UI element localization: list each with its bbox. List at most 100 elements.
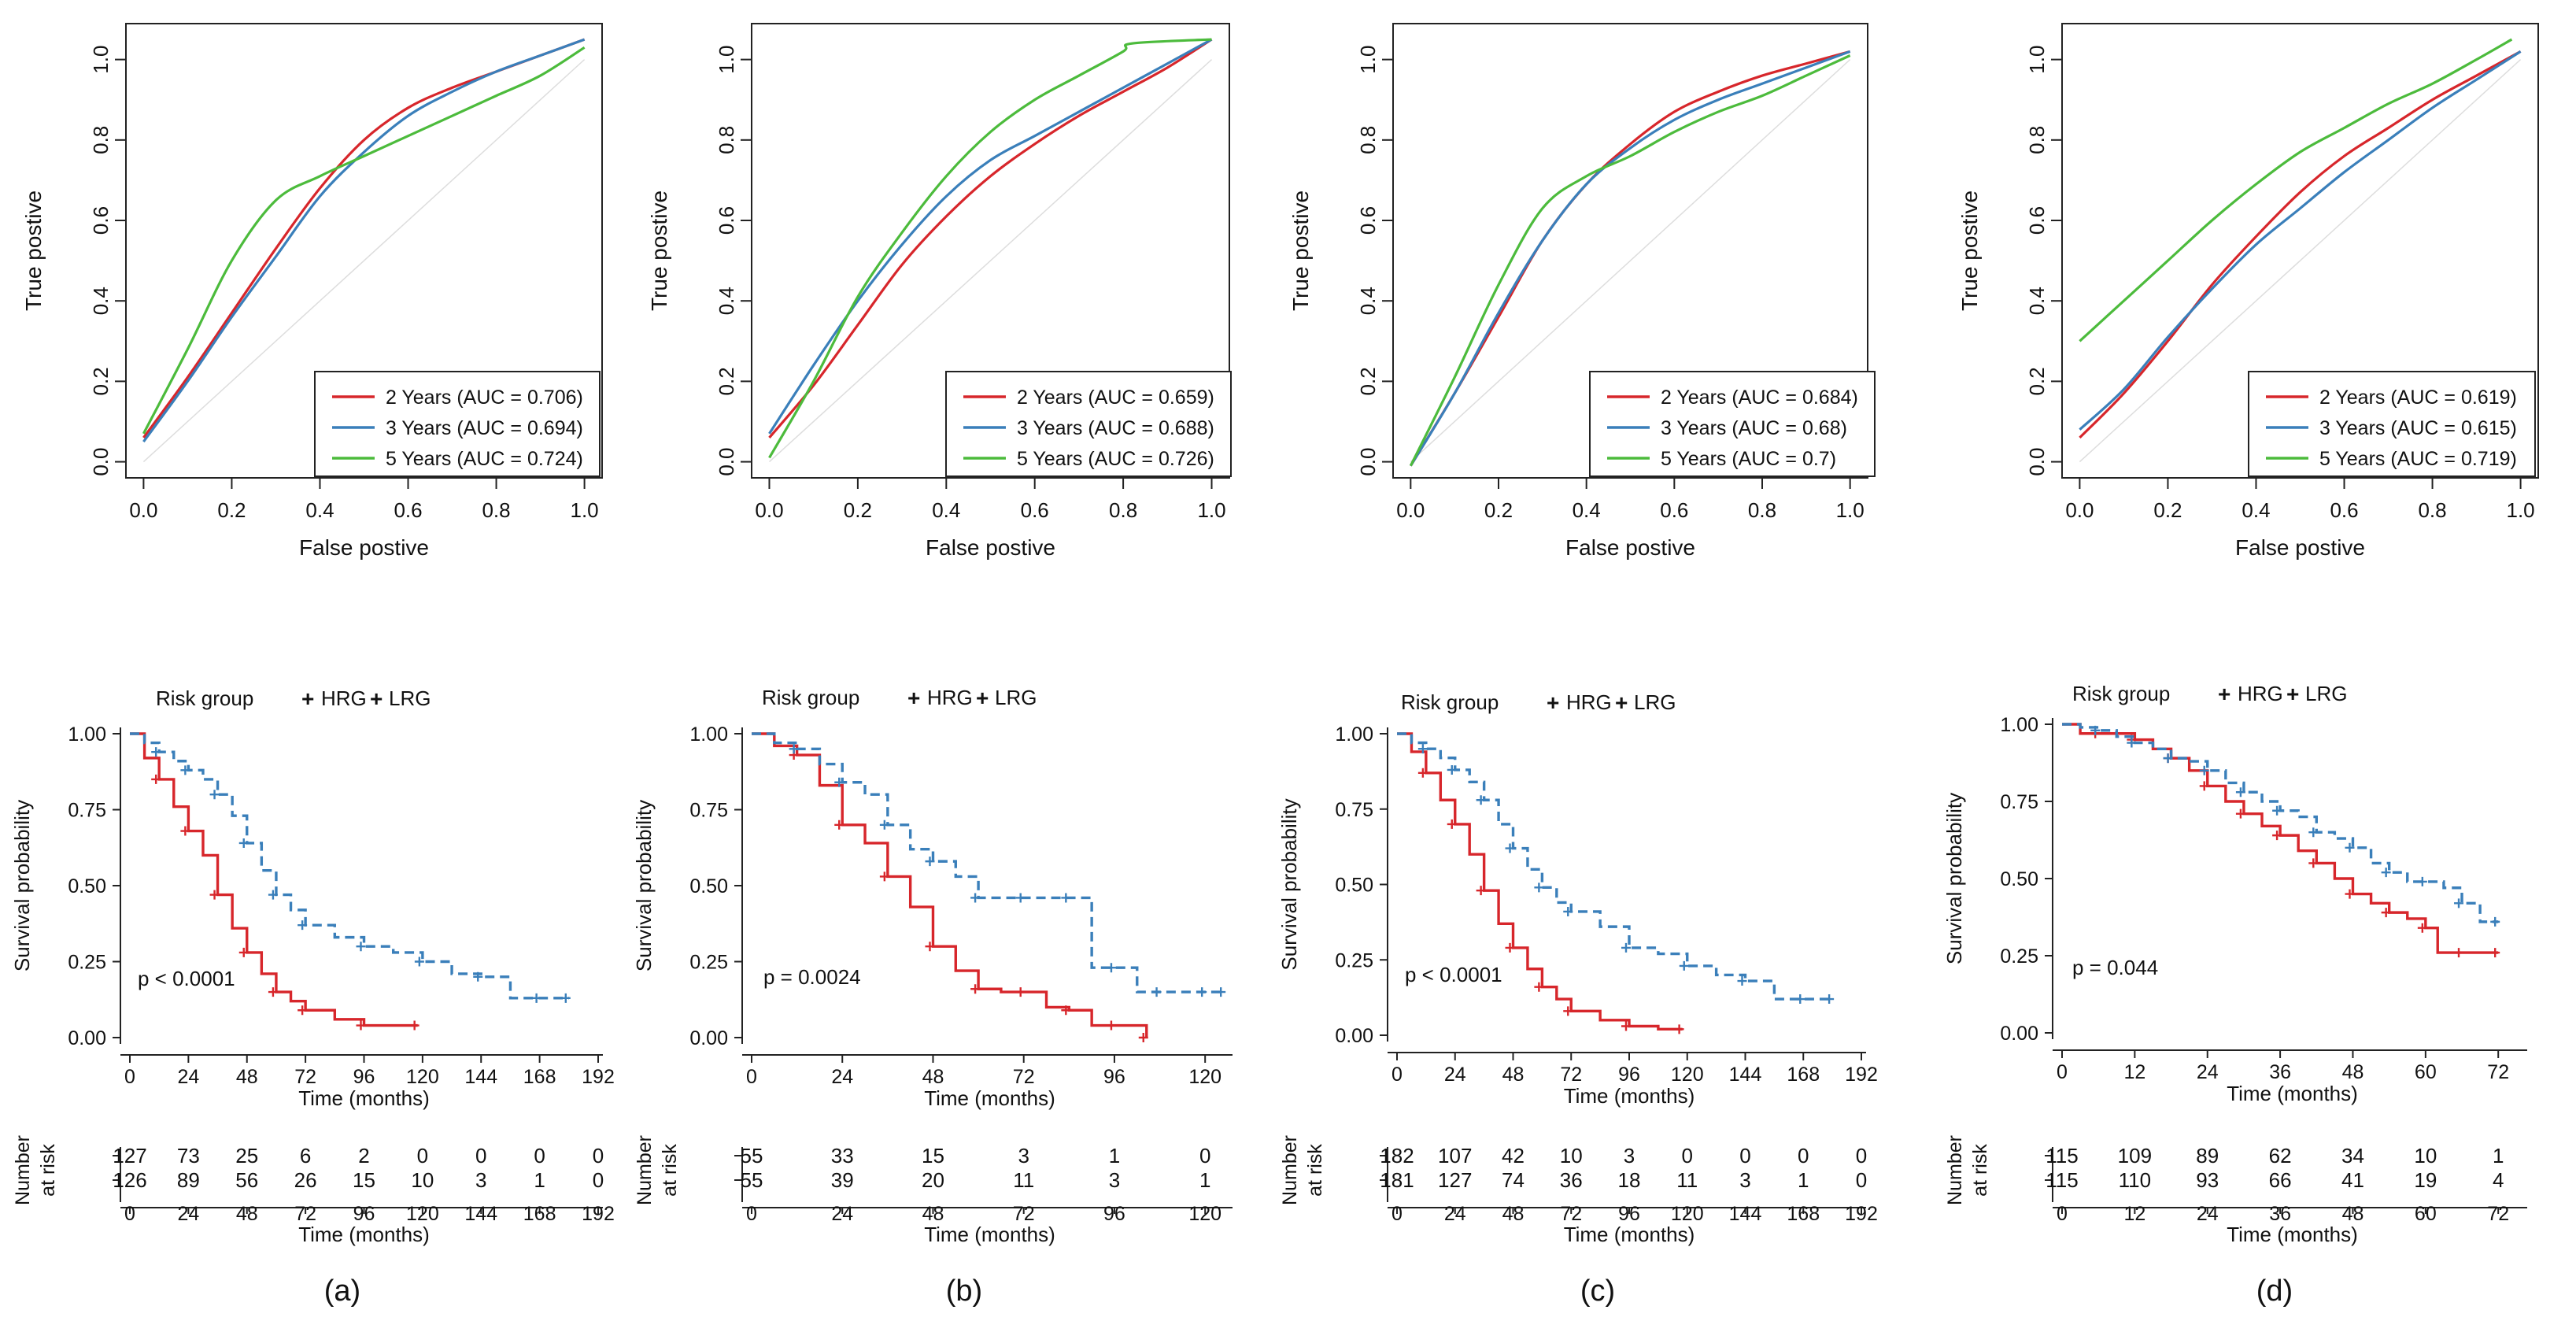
y-tick-label: 1.00	[2000, 714, 2038, 736]
legend-marker-lrg: +	[370, 686, 383, 711]
censor-mark	[209, 790, 220, 800]
x-tick-label: 0.4	[2242, 498, 2270, 522]
risk-label-line1: Number	[1944, 1135, 1966, 1205]
censor-mark	[414, 957, 424, 967]
x-tick-label: 144	[464, 1066, 497, 1088]
censor-mark	[1061, 893, 1071, 903]
p-value: p = 0.0024	[763, 965, 861, 989]
km-curve-hrg	[1397, 732, 1683, 1031]
km-curve-hrg	[752, 732, 1148, 1038]
y-tick-label: 0.00	[689, 1027, 728, 1049]
x-tick-label: 168	[523, 1066, 556, 1088]
censor-mark	[151, 747, 161, 757]
legend-entry-lrg: LRG	[389, 686, 431, 710]
risk-count-lrg: 3	[1739, 1168, 1750, 1192]
censor-mark	[1674, 1024, 1684, 1034]
y-tick-label: 0.6	[89, 206, 113, 235]
censor-mark	[2199, 765, 2209, 775]
risk-count-lrg: 115	[2046, 1168, 2078, 1192]
censor-mark	[238, 838, 249, 848]
y-tick-label: 0.2	[715, 367, 738, 395]
risk-count-hrg: 10	[1560, 1144, 1583, 1167]
risk-count-lrg: 20	[922, 1168, 944, 1192]
censor-mark	[1417, 744, 1428, 754]
y-tick-label: 1.0	[2025, 46, 2049, 74]
reference-diagonal	[142, 59, 586, 463]
risk-count-hrg: 33	[831, 1144, 854, 1167]
x-tick-label: 0.4	[1573, 498, 1601, 522]
y-tick-label: 1.00	[68, 723, 106, 746]
km-legend: Risk group + HRG + LRG	[1401, 690, 1676, 715]
risk-count-hrg: 109	[2118, 1144, 2152, 1167]
x-tick-label: 192	[1845, 1064, 1878, 1086]
x-tick-label: 48	[2342, 1061, 2364, 1083]
risk-count-lrg: 36	[1560, 1168, 1583, 1192]
roc-curve-red	[2079, 50, 2522, 439]
censor-mark	[2127, 738, 2137, 748]
censor-mark	[151, 774, 161, 784]
panel-label-c: (c)	[1580, 1275, 1615, 1308]
legend-title: Risk group	[1401, 690, 1499, 714]
censor-mark	[1795, 994, 1805, 1005]
y-axis-label: Survival probability	[1277, 798, 1301, 970]
censor-mark	[1061, 1005, 1071, 1016]
x-tick-label: 72	[294, 1066, 316, 1088]
roc-curve-green	[142, 46, 586, 435]
x-tick-label: 192	[582, 1066, 615, 1088]
censor-mark	[1505, 942, 1515, 953]
censor-mark	[473, 971, 483, 982]
y-tick-label: 0.2	[89, 367, 113, 395]
risk-count-lrg: 3	[475, 1168, 486, 1192]
risk-x-tick-label: 0	[746, 1203, 757, 1225]
roc-curve-green	[1409, 54, 1851, 467]
legend-marker-lrg: +	[2286, 682, 2299, 706]
y-tick-label: 0.50	[1335, 875, 1373, 897]
risk-x-tick-label: 120	[1188, 1203, 1221, 1225]
legend-marker-lrg: +	[976, 686, 989, 710]
risk-label-line1: Number	[1279, 1135, 1301, 1205]
km-legend: Risk group + HRG + LRG	[762, 686, 1037, 710]
risk-count-hrg: 0	[475, 1144, 486, 1167]
roc-legend: 2 Years (AUC = 0.619) 3 Years (AUC = 0.61…	[2248, 371, 2536, 477]
x-tick-label: 0.4	[932, 498, 960, 522]
censor-mark	[2090, 725, 2101, 735]
roc-curve-red	[768, 38, 1213, 438]
x-axis-label: Time (months)	[1564, 1084, 1695, 1108]
censor-mark	[209, 890, 220, 900]
censor-mark	[2272, 805, 2282, 816]
legend-marker-hrg: +	[907, 686, 920, 710]
x-tick-label: 24	[177, 1066, 199, 1088]
risk-count-lrg: 55	[741, 1168, 763, 1192]
legend-title: Risk group	[156, 686, 253, 710]
risk-count-lrg: 11	[1676, 1168, 1698, 1192]
risk-count-hrg: 2	[358, 1144, 369, 1167]
censor-mark	[2199, 781, 2209, 791]
risk-x-tick-label: 48	[1502, 1203, 1525, 1225]
censor-mark	[925, 857, 935, 867]
censor-mark	[2490, 916, 2500, 927]
x-tick-label: 0.0	[755, 498, 783, 522]
risk-count-lrg: 11	[1013, 1168, 1034, 1192]
x-tick-label: 0.8	[1748, 498, 1776, 522]
risk-x-tick-label: 24	[831, 1203, 853, 1225]
censor-mark	[1621, 1021, 1631, 1031]
x-tick-label: 0.6	[2330, 498, 2358, 522]
x-tick-label: 24	[831, 1066, 853, 1088]
x-tick-label: 0.8	[482, 498, 510, 522]
censor-mark	[1216, 987, 1226, 997]
x-axis-label: False postive	[2235, 535, 2365, 560]
risk-count-hrg: 1	[1109, 1144, 1120, 1167]
x-tick-label: 0	[2057, 1061, 2068, 1083]
censor-mark	[1151, 987, 1162, 997]
x-tick-label: 96	[1618, 1064, 1640, 1086]
panel-label-b: (b)	[946, 1275, 982, 1308]
roc-curve-blue	[2079, 50, 2522, 431]
roc-panel-c: 0.0 0.2 0.4 0.6 0.8 1.0 0.0 0.2 0.4 0.6 0.8 1.0 Fals…	[1288, 23, 1876, 560]
risk-x-tick-label: 0	[124, 1203, 135, 1225]
km-curve-lrg	[2062, 723, 2499, 923]
censor-mark	[2308, 858, 2319, 868]
risk-count-lrg: 89	[177, 1168, 200, 1192]
censor-mark	[789, 744, 799, 754]
risk-label-line2: at risk	[1969, 1144, 1991, 1197]
